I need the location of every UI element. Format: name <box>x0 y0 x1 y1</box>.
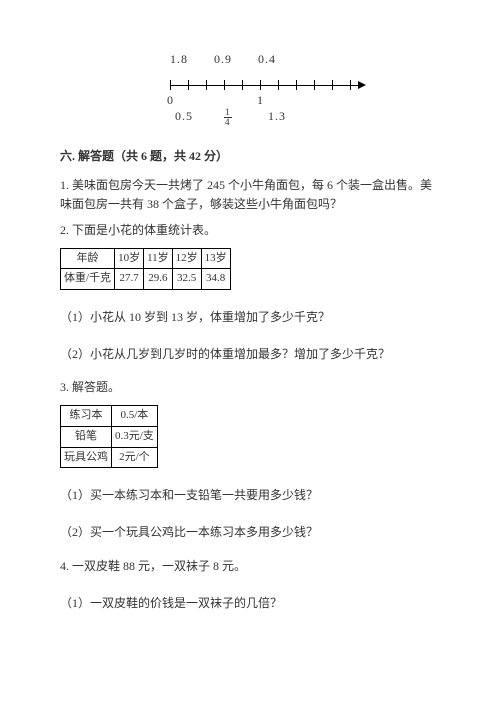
question-3-sub2: （2）买一个玩具公鸡比一本练习本多用多少钱？ <box>60 523 440 542</box>
table-cell: 0.3元/支 <box>112 427 158 448</box>
table-row: 玩具公鸡 2元/个 <box>61 447 158 468</box>
table-cell: 27.7 <box>115 269 144 290</box>
axis-tick <box>350 80 351 90</box>
table-cell: 29.6 <box>144 269 173 290</box>
top-val-3: 0.4 <box>258 50 298 69</box>
table-cell: 玩具公鸡 <box>61 447 112 468</box>
table-cell: 年龄 <box>61 248 115 269</box>
top-val-2: 0.9 <box>214 50 254 69</box>
table-cell: 12岁 <box>172 248 201 269</box>
table-cell: 铅笔 <box>61 427 112 448</box>
axis-tick <box>260 80 261 90</box>
axis-tick <box>188 80 189 90</box>
table-row: 体重/千克 27.7 29.6 32.5 34.8 <box>61 269 231 290</box>
table-cell: 34.8 <box>201 269 230 290</box>
table-row: 练习本 0.5/本 <box>61 406 158 427</box>
question-4-sub1: （1）一双皮鞋的价钱是一双袜子的几倍？ <box>60 594 440 613</box>
axis-tick <box>170 80 171 90</box>
table-cell: 13岁 <box>201 248 230 269</box>
table-cell: 0.5/本 <box>112 406 158 427</box>
top-values-row: 1.8 0.9 0.4 <box>170 50 440 69</box>
table-cell: 11岁 <box>144 248 173 269</box>
axis-tick <box>314 80 315 90</box>
price-table: 练习本 0.5/本 铅笔 0.3元/支 玩具公鸡 2元/个 <box>60 405 158 468</box>
question-1: 1. 美味面包房今天一共烤了 245 个小牛角面包，每 6 个装一盒出售。美味面… <box>60 176 440 214</box>
question-2-sub1: （1）小花从 10 岁到 13 岁，体重增加了多少千克？ <box>60 308 440 327</box>
axis-tick <box>206 80 207 90</box>
weight-table: 年龄 10岁 11岁 12岁 13岁 体重/千克 27.7 29.6 32.5 … <box>60 248 231 290</box>
axis-tick <box>224 80 225 90</box>
axis-label-0: 0 <box>167 91 173 110</box>
table-row: 年龄 10岁 11岁 12岁 13岁 <box>61 248 231 269</box>
question-2-intro: 2. 下面是小花的体重统计表。 <box>60 221 440 240</box>
section-title: 六. 解答题（共 6 题，共 42 分） <box>60 147 440 166</box>
table-row: 铅笔 0.3元/支 <box>61 427 158 448</box>
top-val-1: 1.8 <box>170 50 210 69</box>
axis-tick <box>278 80 279 90</box>
axis-arrow-icon <box>358 81 366 89</box>
question-2-sub2: （2）小花从几岁到几岁时的体重增加最多？增加了多少千克？ <box>60 345 440 364</box>
axis-tick <box>332 80 333 90</box>
number-line-region: 1.8 0.9 0.4 0 1 0.5 1 4 1.3 <box>170 50 440 127</box>
question-3-sub1: （1）买一本练习本和一支铅笔一共要用多少钱？ <box>60 486 440 505</box>
table-cell: 32.5 <box>172 269 201 290</box>
bottom-val-1: 0.5 <box>175 107 220 126</box>
axis-tick <box>296 80 297 90</box>
axis-label-1: 1 <box>257 91 263 110</box>
table-cell: 体重/千克 <box>61 269 115 290</box>
table-cell: 10岁 <box>115 248 144 269</box>
bottom-values-row: 0.5 1 4 1.3 <box>170 107 440 127</box>
axis-tick <box>242 80 243 90</box>
number-line-axis: 0 1 <box>170 75 370 95</box>
question-3-intro: 3. 解答题。 <box>60 378 440 397</box>
table-cell: 练习本 <box>61 406 112 427</box>
table-cell: 2元/个 <box>112 447 158 468</box>
fraction-icon: 1 4 <box>224 108 232 127</box>
bottom-val-3: 1.3 <box>268 107 308 126</box>
question-4-intro: 4. 一双皮鞋 88 元，一双袜子 8 元。 <box>60 557 440 576</box>
